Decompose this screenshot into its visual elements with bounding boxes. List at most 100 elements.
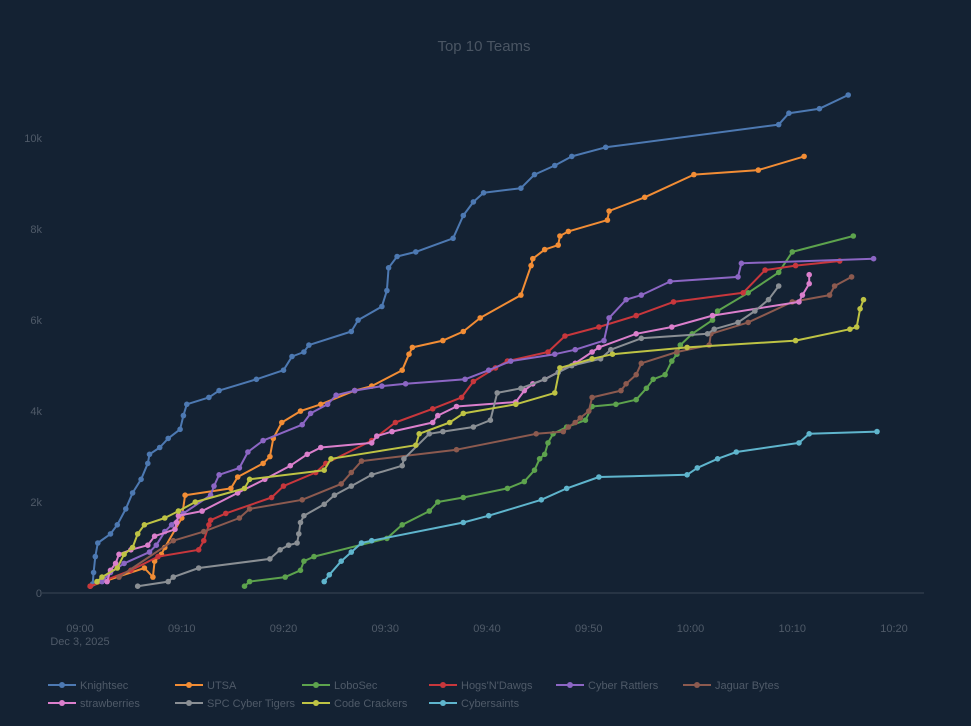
data-point[interactable] xyxy=(129,544,136,551)
data-point[interactable] xyxy=(762,267,768,273)
data-point[interactable] xyxy=(289,353,295,360)
data-point[interactable] xyxy=(236,515,243,521)
legend-item[interactable]: UTSA xyxy=(175,680,237,692)
data-point[interactable] xyxy=(402,381,409,387)
data-point[interactable] xyxy=(195,565,202,571)
data-point[interactable] xyxy=(285,542,292,548)
data-point[interactable] xyxy=(306,342,312,348)
data-point[interactable] xyxy=(470,424,477,430)
data-point[interactable] xyxy=(416,431,423,437)
data-point[interactable] xyxy=(531,467,538,474)
data-point[interactable] xyxy=(572,346,578,353)
data-point[interactable] xyxy=(234,474,241,480)
data-point[interactable] xyxy=(670,299,677,305)
data-point[interactable] xyxy=(850,233,857,239)
legend-item[interactable]: Hogs'N'Dawgs xyxy=(429,680,533,692)
data-point[interactable] xyxy=(460,212,467,219)
data-point[interactable] xyxy=(801,153,807,160)
data-point[interactable] xyxy=(745,290,751,296)
data-point[interactable] xyxy=(90,569,97,576)
data-point[interactable] xyxy=(462,376,468,383)
data-point[interactable] xyxy=(260,460,266,467)
data-point[interactable] xyxy=(606,208,612,214)
data-point[interactable] xyxy=(216,472,222,478)
data-point[interactable] xyxy=(99,574,105,580)
data-point[interactable] xyxy=(134,583,141,589)
data-point[interactable] xyxy=(429,419,436,426)
data-point[interactable] xyxy=(162,515,168,521)
data-point[interactable] xyxy=(384,287,390,294)
data-point[interactable] xyxy=(555,242,561,248)
data-point[interactable] xyxy=(733,449,740,455)
data-point[interactable] xyxy=(596,344,602,351)
data-point[interactable] xyxy=(565,424,572,430)
data-point[interactable] xyxy=(245,449,251,455)
data-point[interactable] xyxy=(518,185,524,191)
data-point[interactable] xyxy=(577,415,584,421)
data-point[interactable] xyxy=(301,349,307,355)
data-point[interactable] xyxy=(806,431,812,437)
data-point[interactable] xyxy=(789,249,796,255)
legend-item[interactable]: SPC Cyber Tigers xyxy=(175,698,296,710)
data-point[interactable] xyxy=(146,451,153,458)
data-point[interactable] xyxy=(435,499,441,505)
data-point[interactable] xyxy=(294,540,300,546)
data-point[interactable] xyxy=(173,519,180,526)
data-point[interactable] xyxy=(116,574,122,580)
data-point[interactable] xyxy=(633,331,639,337)
data-point[interactable] xyxy=(569,153,575,160)
data-point[interactable] xyxy=(714,456,721,462)
data-point[interactable] xyxy=(296,531,302,537)
data-point[interactable] xyxy=(589,356,595,362)
data-point[interactable] xyxy=(650,376,656,383)
data-point[interactable] xyxy=(107,531,114,537)
data-point[interactable] xyxy=(155,553,161,560)
data-point[interactable] xyxy=(165,435,171,442)
data-point[interactable] xyxy=(301,512,307,519)
data-point[interactable] xyxy=(572,419,578,426)
data-point[interactable] xyxy=(246,506,253,512)
data-point[interactable] xyxy=(816,105,823,112)
data-point[interactable] xyxy=(796,299,802,305)
data-point[interactable] xyxy=(552,162,558,169)
data-point[interactable] xyxy=(684,344,690,351)
legend-item[interactable]: Code Crackers xyxy=(302,698,408,710)
data-point[interactable] xyxy=(633,396,639,403)
data-point[interactable] xyxy=(406,351,412,358)
legend-item[interactable]: Jaguar Bytes xyxy=(683,680,780,692)
data-point[interactable] xyxy=(633,312,639,319)
data-point[interactable] xyxy=(175,508,182,514)
data-point[interactable] xyxy=(326,572,333,578)
data-point[interactable] xyxy=(358,458,365,464)
data-point[interactable] xyxy=(582,417,589,424)
data-point[interactable] xyxy=(460,328,467,335)
data-point[interactable] xyxy=(609,351,616,358)
data-point[interactable] xyxy=(268,494,275,501)
data-point[interactable] xyxy=(260,437,266,444)
data-point[interactable] xyxy=(385,265,392,271)
data-point[interactable] xyxy=(589,394,595,401)
data-point[interactable] xyxy=(453,403,460,410)
data-point[interactable] xyxy=(241,583,248,589)
data-point[interactable] xyxy=(134,531,141,537)
data-point[interactable] xyxy=(560,428,567,435)
data-point[interactable] xyxy=(596,324,602,330)
data-point[interactable] xyxy=(301,558,307,564)
data-point[interactable] xyxy=(206,522,212,528)
data-point[interactable] xyxy=(604,217,611,223)
data-point[interactable] xyxy=(92,553,99,560)
data-point[interactable] xyxy=(735,274,741,280)
data-point[interactable] xyxy=(241,485,248,492)
data-point[interactable] xyxy=(321,467,328,474)
data-point[interactable] xyxy=(586,408,592,414)
data-point[interactable] xyxy=(711,326,717,333)
data-point[interactable] xyxy=(669,324,675,330)
data-point[interactable] xyxy=(192,499,199,505)
data-point[interactable] xyxy=(138,476,144,483)
data-point[interactable] xyxy=(552,351,558,358)
data-point[interactable] xyxy=(596,474,602,480)
data-point[interactable] xyxy=(694,465,701,471)
data-point[interactable] xyxy=(168,522,175,528)
data-point[interactable] xyxy=(146,549,153,555)
data-point[interactable] xyxy=(331,492,338,499)
